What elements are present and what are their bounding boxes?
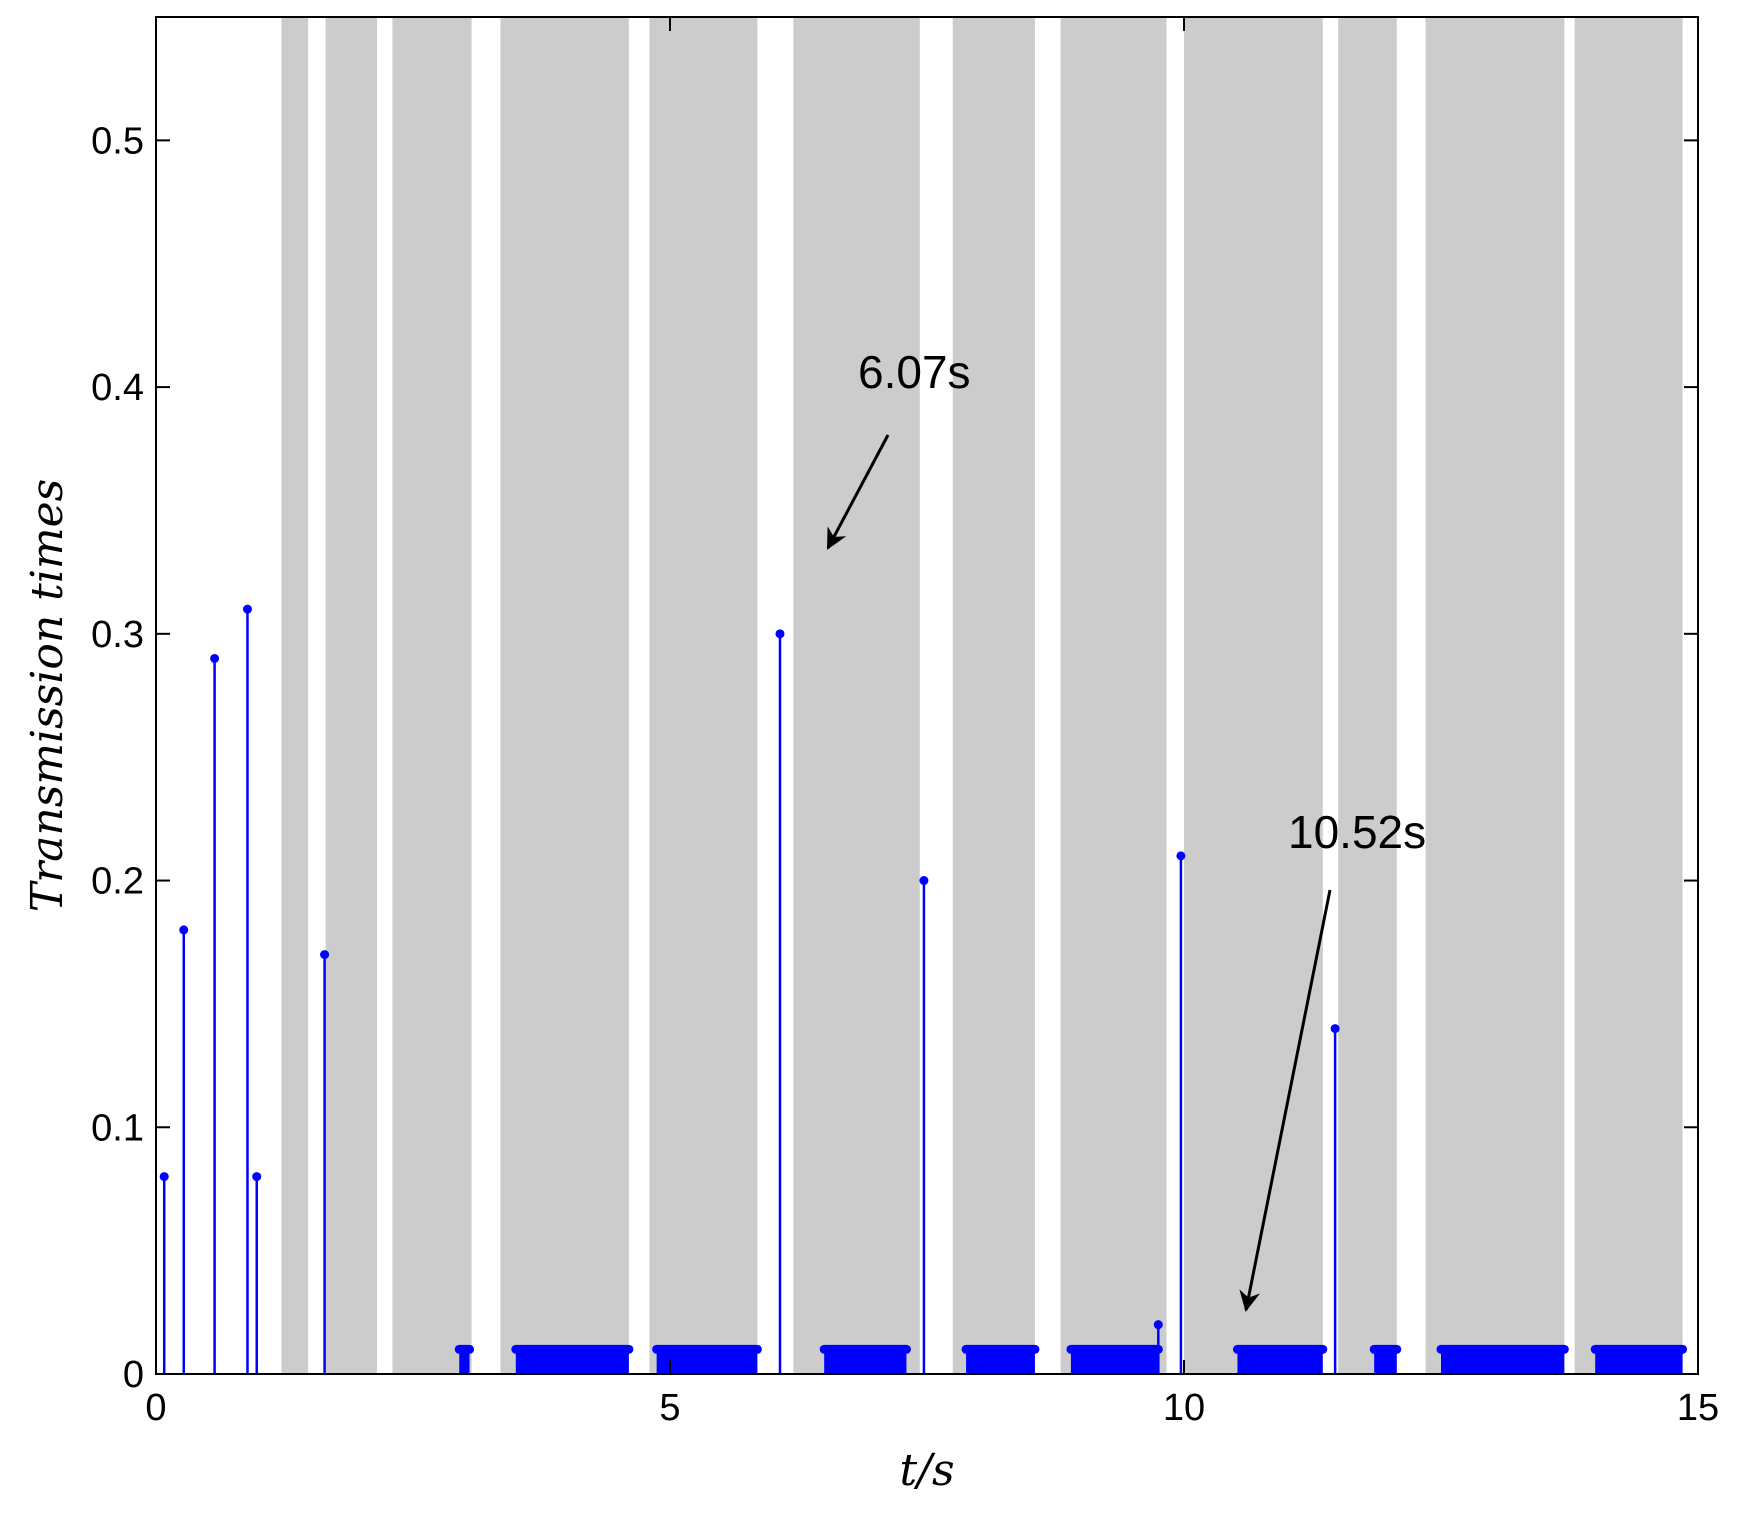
x-tick-label: 15 [1677, 1387, 1719, 1429]
shaded-interval-8 [1184, 17, 1323, 1374]
stem-marker-7 [919, 876, 929, 886]
x-tick-label: 10 [1163, 1387, 1205, 1429]
dense-run-8 [1436, 1344, 1569, 1374]
annotations: 6.07s 10.52s [826, 346, 1426, 1313]
stem-marker-9 [1176, 851, 1186, 861]
stem-marker-8 [1153, 1320, 1163, 1330]
dense-run-6 [1232, 1344, 1328, 1374]
shaded-interval-4 [649, 17, 758, 1374]
shaded-regions [281, 17, 1683, 1374]
shaded-interval-11 [1574, 17, 1683, 1374]
stem-series [159, 604, 1688, 1374]
x-tick-label: 5 [659, 1387, 680, 1429]
shaded-interval-9 [1338, 17, 1397, 1374]
stem-marker-5 [320, 950, 330, 960]
shaded-interval-2 [392, 17, 472, 1374]
y-tick-label: 0.4 [91, 367, 144, 409]
shaded-interval-1 [325, 17, 378, 1374]
dense-run-2 [652, 1344, 762, 1374]
dense-run-3 [819, 1344, 911, 1374]
dense-run-1 [511, 1344, 634, 1374]
stem-marker-3 [242, 604, 252, 614]
dense-run-0 [454, 1344, 475, 1374]
dense-run-block [459, 1345, 470, 1374]
stem-marker-6 [775, 629, 785, 639]
x-tick-label: 0 [145, 1387, 166, 1429]
dense-run-7 [1369, 1344, 1402, 1374]
shaded-interval-3 [500, 17, 629, 1374]
shaded-interval-10 [1425, 17, 1565, 1374]
stem-marker-4 [252, 1172, 262, 1182]
y-axis-label: Transmission times [22, 479, 73, 912]
stem-marker-2 [210, 653, 220, 663]
annotation-text-0: 6.07s [858, 346, 971, 398]
shaded-interval-6 [952, 17, 1035, 1374]
annotation-arrow-0 [826, 434, 890, 550]
dense-run-5 [1066, 1344, 1163, 1374]
dense-run-4 [961, 1344, 1040, 1374]
stem-marker-1 [179, 925, 189, 935]
dense-run-9 [1590, 1344, 1688, 1374]
x-axis-label: t/s [899, 1445, 954, 1496]
plot-frame [155, 16, 1699, 1375]
y-tick-label: 0.3 [91, 614, 144, 656]
annotation-text-1: 10.52s [1288, 806, 1426, 858]
y-tick-label: 0.5 [91, 120, 144, 162]
stem-marker-10 [1330, 1024, 1340, 1034]
annotation-arrow-1 [1239, 889, 1332, 1313]
y-tick-label: 0.1 [91, 1107, 144, 1149]
shaded-interval-0 [281, 17, 309, 1374]
y-tick-label: 0.2 [91, 861, 144, 903]
shaded-interval-5 [793, 17, 920, 1374]
stem-marker-0 [159, 1172, 169, 1182]
shaded-interval-7 [1060, 17, 1167, 1374]
y-tick-label: 0 [123, 1354, 144, 1396]
axis-ticks: 0 5 10 15 0 0.1 0.2 0.3 0.4 0.5 [91, 17, 1719, 1429]
